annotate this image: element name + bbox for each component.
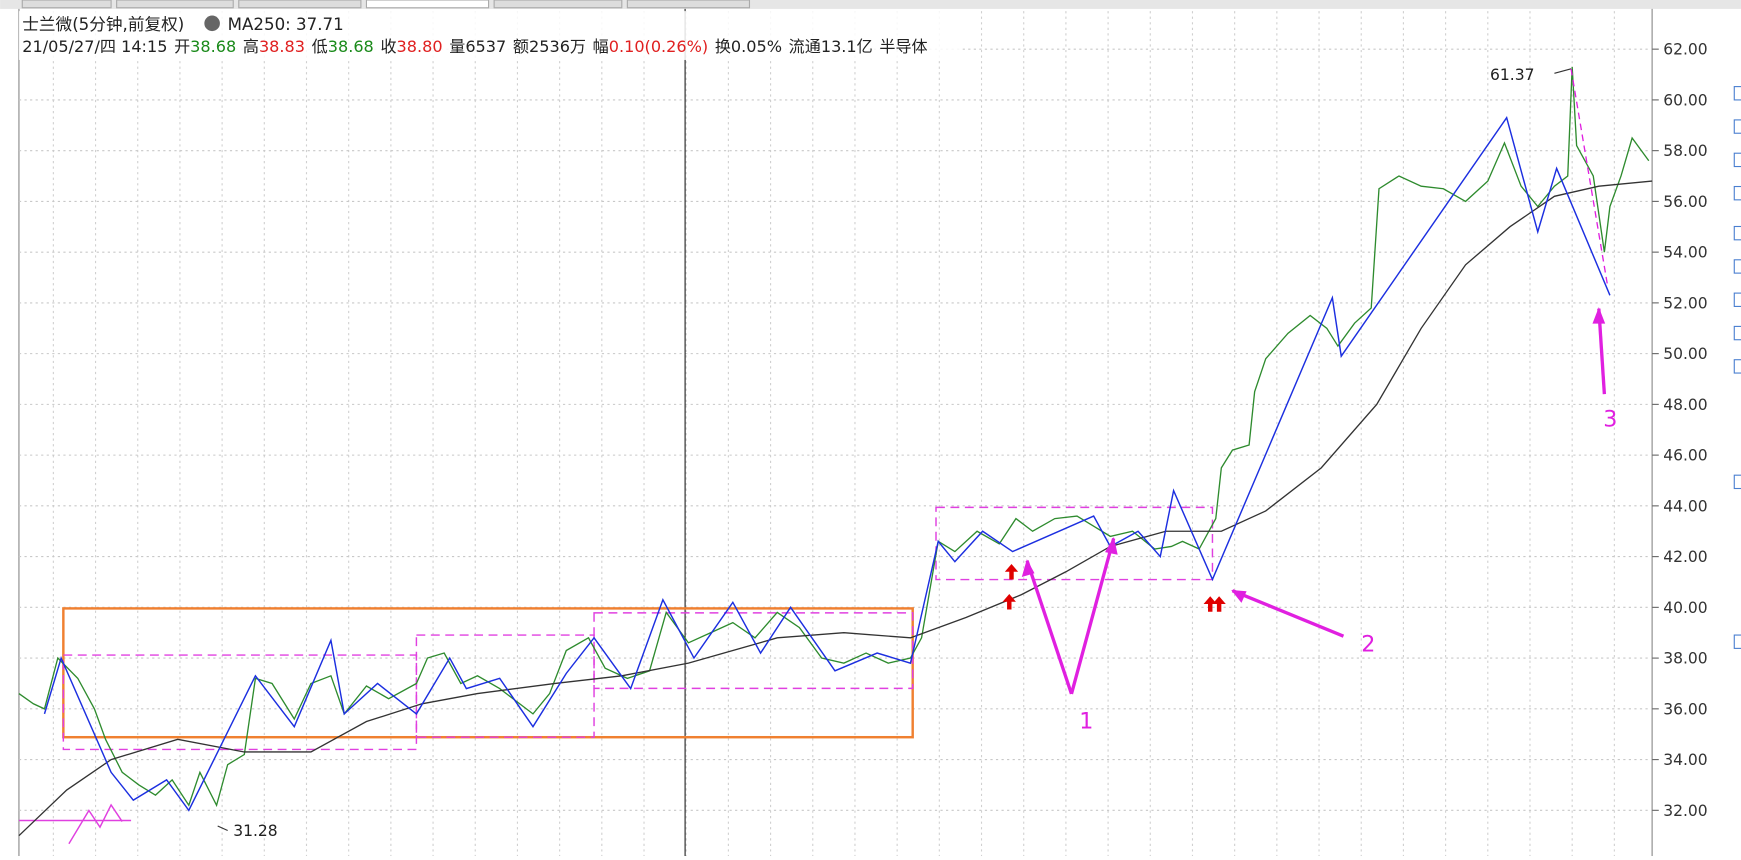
info-label: 换: [715, 37, 731, 56]
info-line: 21/05/27/四 14:15 开38.68 高38.83 低38.68 收38.80…: [22, 37, 927, 56]
info-label: 幅: [593, 37, 609, 56]
info-value: 6537: [465, 37, 506, 56]
y-tick-label: 56.00: [1663, 193, 1707, 211]
info-value: 0.05%: [731, 37, 782, 56]
info-value: 13.1亿: [821, 37, 873, 56]
info-label: 高: [243, 37, 259, 56]
info-value: 38.68: [190, 37, 236, 56]
note-label: 1: [1079, 708, 1093, 734]
y-tick-label: 32.00: [1663, 802, 1707, 820]
y-tick-label: 48.00: [1663, 396, 1707, 414]
y-tick-label: 42.00: [1663, 548, 1707, 566]
note-label: 3: [1603, 406, 1617, 432]
vertical-grid: [52, 11, 1615, 856]
info-value: 38.83: [259, 37, 305, 56]
y-tick-label: 62.00: [1663, 41, 1707, 59]
note-label: 2: [1361, 632, 1375, 658]
info-label: 低: [312, 37, 328, 56]
info-label: 开: [174, 37, 190, 56]
info-label: 流通: [789, 37, 821, 56]
header-bg: [18, 11, 963, 60]
ma-icon: [204, 15, 220, 32]
info-value: 0.10(0.26%): [609, 37, 708, 56]
y-tick-label: 40.00: [1663, 599, 1707, 617]
y-tick-label: 54.00: [1663, 244, 1707, 262]
annotation-arrows: [217, 68, 1609, 831]
info-value: 半导体: [879, 37, 927, 56]
series-line: [43, 116, 1611, 812]
y-tick-label: 46.00: [1663, 447, 1707, 465]
y-tick-label: 52.00: [1663, 294, 1707, 312]
ma-label: MA250: 37.71: [228, 15, 344, 34]
y-tick-label: 38.00: [1663, 650, 1707, 668]
tab-bar: [0, 0, 1741, 9]
info-value: 38.68: [328, 37, 374, 56]
y-tick-label: 50.00: [1663, 345, 1707, 363]
info-value: 21/05/27/四 14:15: [22, 37, 167, 56]
y-tick-label: 34.00: [1663, 751, 1707, 769]
right-toolbar: [1733, 86, 1741, 649]
info-value: 38.80: [397, 37, 443, 56]
low-label: 31.28: [233, 822, 277, 840]
high-label: 61.37: [1490, 66, 1534, 84]
series-line: [18, 180, 1653, 837]
y-tick-label: 58.00: [1663, 142, 1707, 160]
y-tick-label: 44.00: [1663, 497, 1707, 515]
y-tick-label: 60.00: [1663, 91, 1707, 109]
y-tick-label: 36.00: [1663, 700, 1707, 718]
range-boxes: [18, 506, 1214, 845]
signal-arrows: [1002, 564, 1226, 612]
info-label: 量: [449, 37, 465, 56]
chart-title: 士兰微(5分钟,前复权): [22, 15, 184, 34]
series-line: [18, 66, 1650, 808]
info-label: 收: [380, 37, 396, 56]
info-label: 额: [513, 37, 529, 56]
info-value: 2536万: [529, 37, 586, 56]
